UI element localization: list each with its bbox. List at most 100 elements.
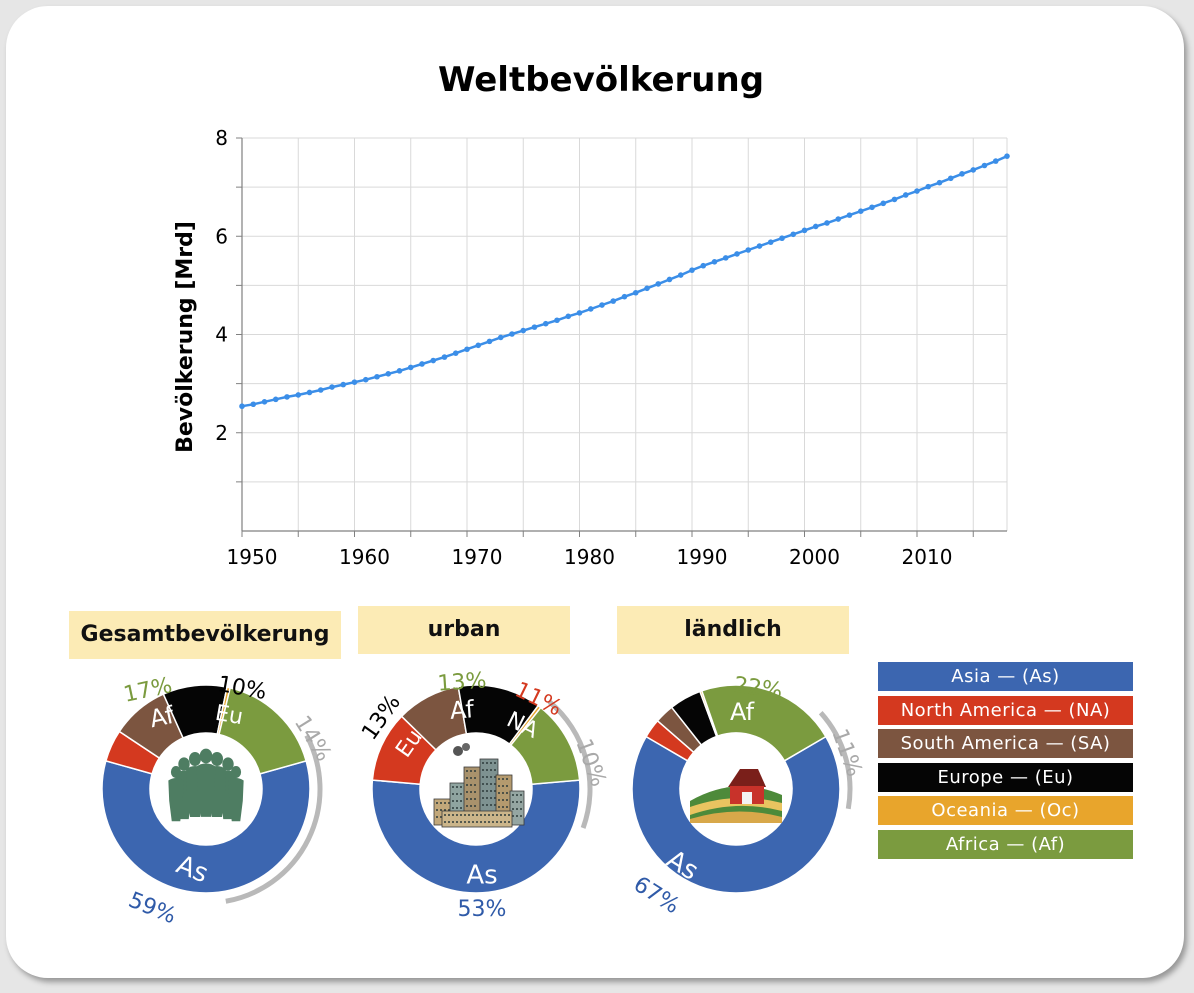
data-point [632, 289, 639, 296]
population-line-chart: Weltbevölkerung Bevölkerung [Mrd] 2 4 6 8 1950… [173, 60, 1010, 569]
y-tick-label: 6 [215, 224, 228, 248]
data-point [677, 272, 684, 278]
data-point [374, 373, 380, 380]
donut-label: As [466, 861, 497, 891]
donut-title-rural: ländlich [617, 606, 849, 654]
segment-africa [509, 706, 581, 786]
data-point [576, 310, 583, 316]
data-point [554, 317, 560, 324]
x-tick-label: 1970 [452, 545, 503, 569]
donut-title-total: Gesamtbevölkerung [69, 611, 341, 659]
data-point [306, 389, 313, 396]
segment-asia [371, 779, 581, 894]
data-point [880, 200, 887, 207]
data-point [812, 223, 819, 230]
data-point [239, 403, 245, 410]
chart-title: Weltbevölkerung [438, 60, 764, 100]
data-point [340, 381, 347, 388]
data-point [464, 346, 470, 353]
data-point [531, 324, 538, 330]
data-point [295, 392, 302, 398]
data-point [385, 371, 392, 377]
data-point [396, 368, 403, 374]
x-tick-label: 1980 [564, 545, 615, 569]
donut-label: 59% [125, 888, 180, 930]
data-point [317, 387, 324, 393]
data-point [790, 231, 797, 238]
data-point [734, 251, 740, 257]
donut-label: 67% [629, 872, 684, 919]
data-point [745, 247, 752, 253]
legend-item: Asia — (As) [878, 662, 1133, 691]
data-point [475, 342, 482, 349]
data-point [767, 239, 774, 245]
data-point [362, 376, 369, 383]
data-point [565, 313, 572, 320]
data-point [902, 192, 909, 198]
data-point [261, 399, 268, 405]
data-point [509, 331, 515, 337]
data-point [981, 162, 988, 169]
americas-bracket [547, 699, 593, 829]
data-point [992, 158, 999, 164]
data-point [272, 396, 279, 403]
data-point [779, 235, 785, 242]
data-point [666, 276, 673, 283]
data-point [430, 357, 437, 364]
data-point [644, 285, 650, 292]
legend: Asia — (As) North America — (NA) South Ame… [878, 662, 1133, 863]
americas-bracket [225, 734, 323, 904]
data-point [407, 364, 414, 371]
segment-asia [631, 735, 841, 894]
data-point [846, 212, 853, 218]
donut-label: Eu [213, 701, 245, 730]
legend-item: South America — (SA) [878, 729, 1133, 758]
y-tick-label: 8 [215, 126, 228, 150]
y-tick-label: 4 [215, 323, 228, 347]
data-point [621, 293, 628, 300]
data-point [700, 262, 707, 269]
y-tick-label: 2 [215, 421, 228, 445]
x-tick-label: 2010 [902, 545, 953, 569]
data-point [689, 267, 695, 273]
americas-bracket [818, 711, 853, 810]
data-point [711, 258, 718, 265]
legend-item: Africa — (Af) [878, 829, 1133, 859]
donut-title-urban: urban [358, 606, 570, 654]
data-point [419, 361, 425, 367]
data-point [970, 167, 977, 173]
data-point [824, 220, 830, 226]
x-tick-label: 2000 [789, 545, 840, 569]
legend-item: Oceania — (Oc) [878, 796, 1133, 825]
city-buildings-icon [433, 743, 525, 828]
donut-label: 13% [437, 668, 488, 696]
data-point [925, 183, 932, 190]
x-tick-label: 1950 [227, 545, 278, 569]
data-point [857, 208, 864, 214]
farm-barn-icon [690, 769, 782, 823]
data-point [441, 354, 448, 360]
data-point [801, 227, 808, 234]
donut-label: 53% [458, 897, 507, 922]
data-point [914, 188, 920, 194]
segment-africa [700, 684, 827, 762]
people-group-icon [168, 748, 244, 822]
data-point [329, 384, 335, 390]
donut-label: Af [449, 695, 475, 725]
legend-item: North America — (NA) [878, 695, 1133, 725]
data-point [835, 216, 842, 222]
data-point [542, 320, 549, 327]
data-point [520, 327, 527, 334]
population-line [241, 155, 1008, 408]
data-point [756, 243, 763, 249]
data-point [497, 334, 504, 341]
data-point [486, 338, 493, 345]
donut-label: Af [730, 698, 755, 726]
data-point [722, 255, 729, 261]
data-point [284, 394, 290, 400]
data-point [936, 179, 943, 186]
chart-card: Weltbevölkerung Bevölkerung [Mrd] 2 4 6 8 1950… [6, 6, 1184, 978]
data-point [959, 171, 965, 177]
